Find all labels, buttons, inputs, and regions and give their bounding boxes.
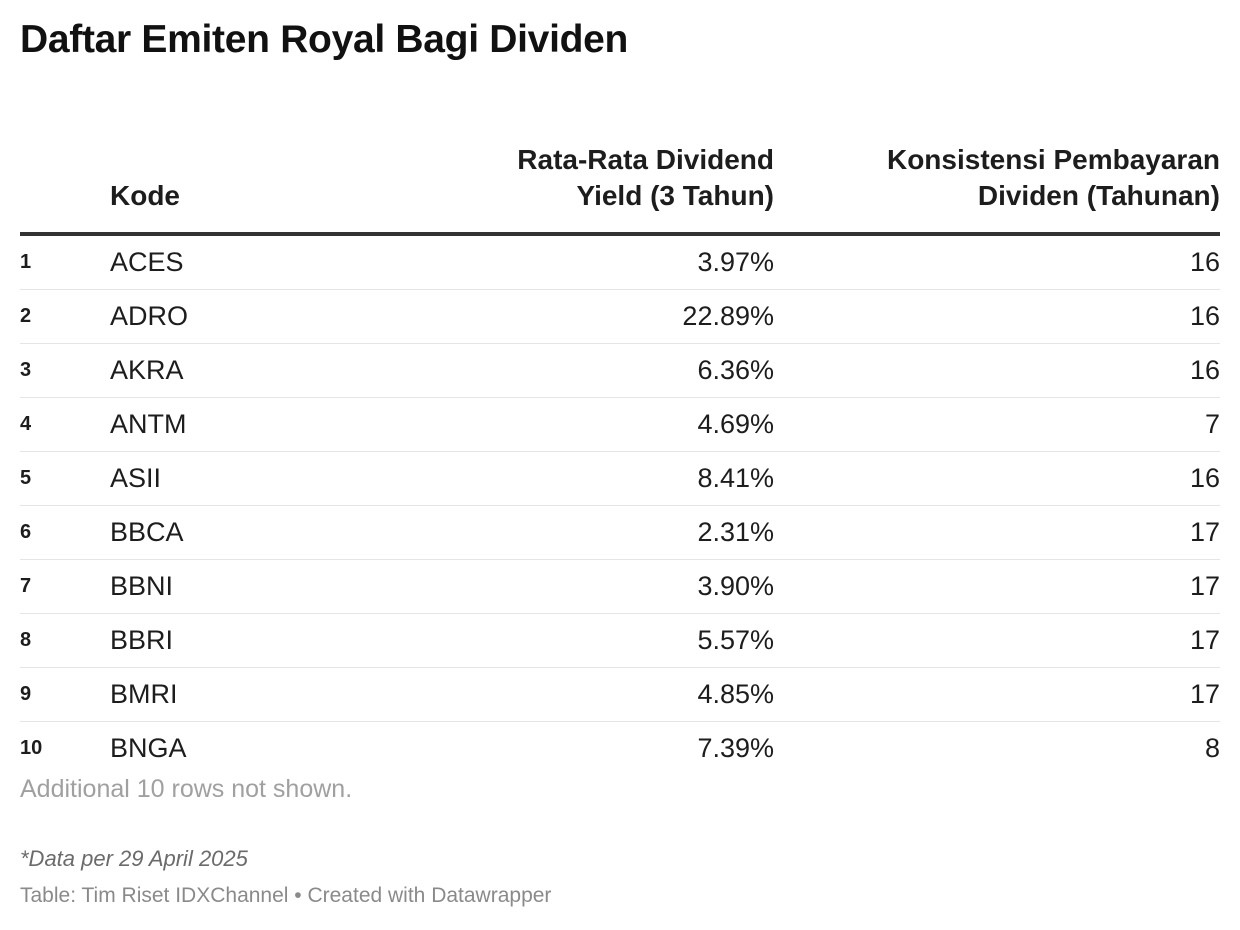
table-row: 4 ANTM 4.69% 7 bbox=[20, 397, 1220, 452]
header-rank bbox=[20, 124, 110, 236]
dividend-yield-cell: 6.36% bbox=[410, 343, 774, 398]
consistency-cell: 17 bbox=[774, 505, 1220, 560]
consistency-cell: 17 bbox=[774, 613, 1220, 668]
table-header: Kode Rata-Rata Dividend Yield (3 Tahun) … bbox=[20, 124, 1220, 236]
consistency-cell: 16 bbox=[774, 234, 1220, 290]
header-consistency: Konsistensi Pembayaran Dividen (Tahunan) bbox=[774, 124, 1220, 236]
code-cell: ADRO bbox=[110, 289, 410, 344]
header-consistency-line2: Dividen (Tahunan) bbox=[977, 180, 1220, 211]
table-row: 1 ACES 3.97% 16 bbox=[20, 234, 1220, 290]
table-row: 3 AKRA 6.36% 16 bbox=[20, 343, 1220, 398]
consistency-cell: 17 bbox=[774, 667, 1220, 722]
rank-cell: 2 bbox=[20, 289, 110, 344]
table-row: 7 BBNI 3.90% 17 bbox=[20, 559, 1220, 614]
rank-cell: 1 bbox=[20, 234, 110, 290]
code-cell: ACES bbox=[110, 234, 410, 290]
header-dividend-yield-line1: Rata-Rata Dividend bbox=[517, 144, 774, 175]
rank-cell: 8 bbox=[20, 613, 110, 668]
dividend-yield-cell: 4.69% bbox=[410, 397, 774, 452]
rank-cell: 7 bbox=[20, 559, 110, 614]
code-cell: BBCA bbox=[110, 505, 410, 560]
rank-cell: 5 bbox=[20, 451, 110, 506]
consistency-cell: 16 bbox=[774, 289, 1220, 344]
header-dividend-yield: Rata-Rata Dividend Yield (3 Tahun) bbox=[410, 124, 774, 236]
code-cell: BNGA bbox=[110, 733, 187, 763]
header-consistency-line1: Konsistensi Pembayaran bbox=[886, 144, 1220, 175]
rank-cell: 3 bbox=[20, 343, 110, 398]
table-row: 6 BBCA 2.31% 17 bbox=[20, 505, 1220, 560]
table-row: 9 BMRI 4.85% 17 bbox=[20, 667, 1220, 722]
dividend-yield-cell: 22.89% bbox=[410, 289, 774, 344]
table-row: 10 BNGA 7.39% 8 bbox=[20, 722, 1220, 776]
consistency-cell: 17 bbox=[774, 559, 1220, 614]
dividend-yield-cell: 5.57% bbox=[410, 613, 774, 668]
table-row: 8 BBRI 5.57% 17 bbox=[20, 613, 1220, 668]
header-row: Kode Rata-Rata Dividend Yield (3 Tahun) … bbox=[20, 124, 1220, 236]
table-row: 2 ADRO 22.89% 16 bbox=[20, 289, 1220, 344]
dividend-yield-cell: 3.97% bbox=[410, 234, 774, 290]
data-table: Kode Rata-Rata Dividend Yield (3 Tahun) … bbox=[20, 124, 1220, 775]
source-credit: Table: Tim Riset IDXChannel • Created wi… bbox=[20, 884, 552, 907]
dividend-yield-cell: 8.41% bbox=[410, 451, 774, 506]
code-cell: BBRI bbox=[110, 613, 410, 668]
code-cell: ANTM bbox=[110, 397, 410, 452]
header-code: Kode bbox=[110, 124, 410, 236]
more-rows-note: Additional 10 rows not shown. bbox=[20, 775, 353, 803]
data-date-note: *Data per 29 April 2025 bbox=[20, 846, 248, 871]
dividend-yield-cell: 4.85% bbox=[410, 667, 774, 722]
code-cell: BMRI bbox=[110, 667, 410, 722]
rank-cell: 6 bbox=[20, 505, 110, 560]
code-cell: BBNI bbox=[110, 559, 410, 614]
table-body: 1 ACES 3.97% 16 2 ADRO 22.89% 16 3 AKRA … bbox=[20, 234, 1220, 775]
header-dividend-yield-line2: Yield (3 Tahun) bbox=[576, 180, 774, 211]
rank-cell: 4 bbox=[20, 397, 110, 452]
code-cell: ASII bbox=[110, 451, 410, 506]
rank-cell: 9 bbox=[20, 667, 110, 722]
consistency-cell: 8 bbox=[1204, 733, 1220, 763]
code-cell: AKRA bbox=[110, 343, 410, 398]
dividend-yield-cell: 2.31% bbox=[410, 505, 774, 560]
table-row: 5 ASII 8.41% 16 bbox=[20, 451, 1220, 506]
dividend-yield-cell: 3.90% bbox=[410, 559, 774, 614]
consistency-cell: 16 bbox=[774, 343, 1220, 398]
consistency-cell: 16 bbox=[774, 451, 1220, 506]
consistency-cell: 7 bbox=[774, 397, 1220, 452]
chart-title: Daftar Emiten Royal Bagi Dividen bbox=[20, 18, 629, 61]
rank-cell: 10 bbox=[20, 737, 43, 759]
dividend-yield-cell: 7.39% bbox=[697, 733, 774, 763]
